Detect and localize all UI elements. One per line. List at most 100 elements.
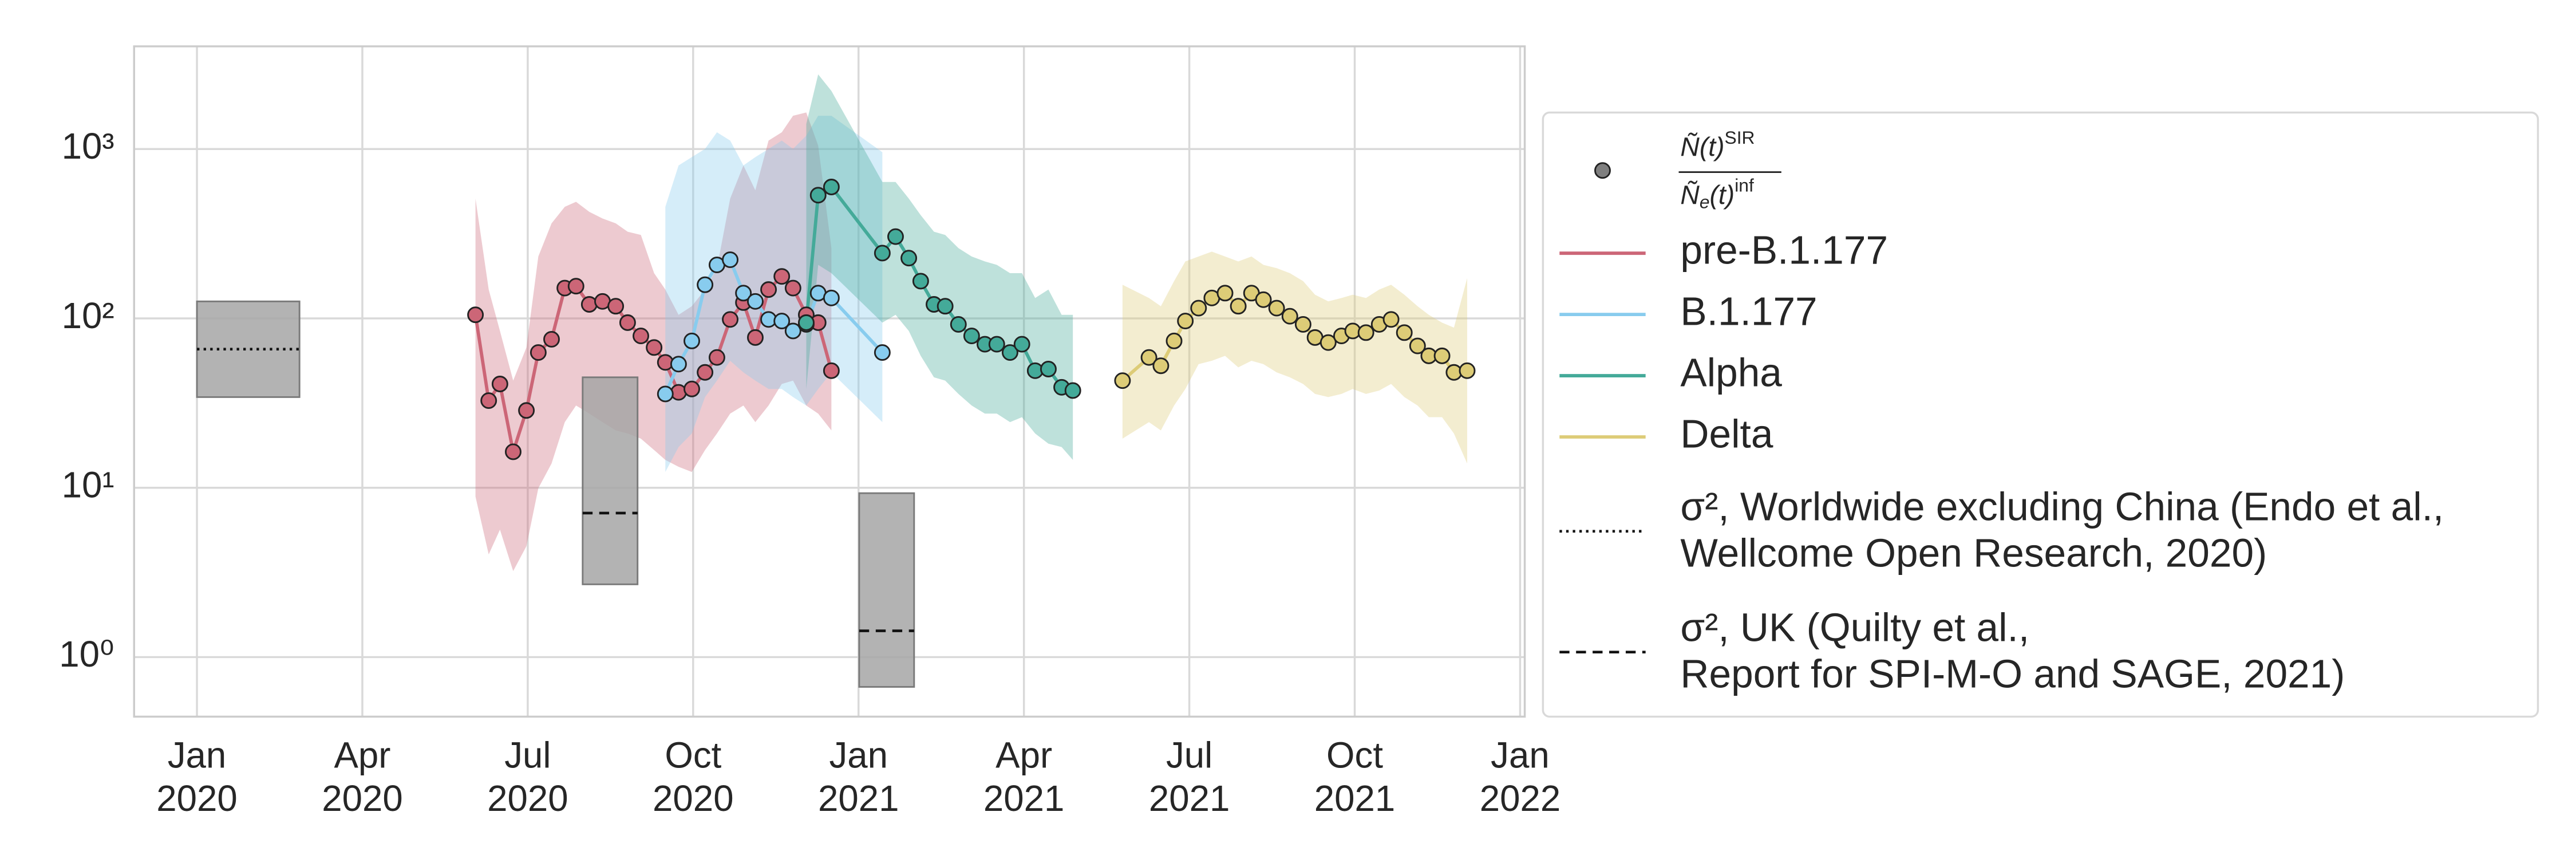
x-tick-line: Apr [334,735,390,776]
data-point [505,443,521,460]
x-tick-line: 2021 [1314,778,1396,819]
data-point [912,273,929,290]
legend-label: Report for SPI-M-O and SAGE, 2021) [1680,651,2345,696]
legend-label: Wellcome Open Research, 2020) [1680,530,2267,575]
legend-box [1542,111,2539,718]
data-point [809,187,827,204]
x-tick-line: 2021 [818,778,899,819]
x-tick-line: Jan [1491,735,1550,776]
y-tick-label: 10¹ [62,465,114,506]
data-point [823,362,840,379]
data-point [950,316,967,333]
legend-denominator: Ñe(t)inf [1680,175,1754,212]
legend-label: B.1.177 [1680,289,1817,333]
data-point [580,296,598,313]
numerator-base: Ñ(t) [1680,132,1724,161]
x-tick-line: 2020 [653,778,734,819]
data-point [1281,308,1298,325]
data-point [784,279,801,297]
x-tick-line: Apr [995,735,1052,776]
data-point [1040,361,1057,377]
data-point [797,314,815,331]
x-tick-line: 2020 [322,778,403,819]
y-tick-label: 10⁰ [59,634,114,675]
data-point [823,289,840,306]
data-point [1140,349,1157,366]
x-tick-line: 2021 [1149,778,1230,819]
legend-marker [1594,162,1611,179]
legend-label: σ², Worldwide excluding China (Endo et a… [1680,484,2444,529]
data-point [1268,300,1285,317]
plot-area [134,46,1525,717]
data-point [760,281,777,298]
data-point [747,293,764,310]
x-tick-label: Jan 2022 [1480,735,1561,819]
x-tick-label: Jul 2020 [487,735,568,819]
x-tick-line: Jul [1166,735,1212,776]
data-point [1319,334,1337,351]
x-tick-line: Jan [168,735,227,776]
data-point [722,251,739,269]
data-point [518,402,535,419]
x-tick-label: Oct 2020 [653,735,734,819]
data-point [1294,316,1311,333]
x-tick-line: 2021 [983,778,1065,819]
legend: Ñ(t)SIR Ñe(t)inf pre-B.1.177B.1.177Alpha… [1542,111,2539,718]
grid [134,46,1525,717]
x-tick-line: 2020 [156,778,238,819]
data-point [823,179,840,195]
data-point [963,328,980,345]
data-point [735,285,752,302]
data-point [683,380,700,397]
data-point [1230,298,1247,315]
data-point [1177,313,1194,330]
x-tick-label: Jul 2021 [1149,735,1230,819]
legend-label: σ², UK (Quilty et al., [1680,605,2029,649]
data-point [722,311,739,328]
marks [196,74,1476,688]
data-point [784,322,801,340]
denominator-sup: inf [1735,175,1754,196]
data-point [491,376,508,392]
data-point [1013,336,1030,353]
legend-label: Delta [1680,411,1773,456]
data-point [1357,324,1374,341]
x-tick-label: Jan 2020 [156,735,238,819]
x-tick-line: Oct [665,735,721,776]
data-point [937,298,954,315]
x-tick-line: 2022 [1480,778,1561,819]
data-point [657,385,674,403]
data-point [747,329,764,346]
data-point [1165,332,1183,349]
data-point [1396,324,1413,341]
data-point [874,344,891,361]
uncertainty-band [806,74,1073,460]
data-point [633,328,649,345]
data-point [543,330,560,348]
reference-box [858,492,915,688]
data-point [988,336,1005,353]
data-point [708,349,725,366]
data-point [607,298,625,315]
data-point [1409,337,1426,354]
denominator-rest: (t) [1710,180,1735,210]
data-point [567,278,584,295]
data-point [773,268,791,285]
y-tick-label: 10³ [62,126,114,167]
x-tick-label: Apr 2021 [983,735,1065,819]
plot-frame [133,45,1526,718]
data-point [480,392,497,409]
legend-label: pre-B.1.177 [1680,228,1888,273]
x-tick-line: Oct [1326,735,1383,776]
data-point [697,364,714,381]
data-point [467,306,484,324]
data-point [874,245,891,262]
legend-label: Alpha [1680,350,1782,395]
denominator-sub: e [1700,192,1710,212]
x-tick-line: Jan [829,735,888,776]
x-tick-line: 2020 [487,778,568,819]
data-point [887,228,904,245]
